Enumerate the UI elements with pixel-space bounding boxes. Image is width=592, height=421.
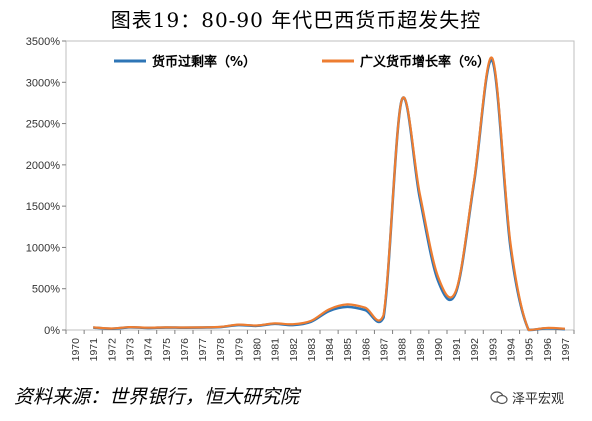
x-tick-label: 1991 — [451, 338, 463, 362]
x-tick-label: 1995 — [524, 338, 536, 362]
y-tick-label: 1500% — [26, 201, 60, 213]
x-tick-label: 1980 — [252, 338, 264, 362]
x-tick-label: 1975 — [161, 338, 173, 362]
y-tick-label: 500% — [32, 284, 60, 296]
y-tick-label: 3000% — [26, 77, 60, 89]
x-tick-label: 1992 — [469, 338, 481, 362]
x-tick-label: 1974 — [143, 338, 155, 362]
x-tick-label: 1978 — [215, 338, 227, 362]
y-tick-label: 2000% — [26, 160, 60, 172]
watermark-label: 泽平宏观 — [511, 392, 564, 407]
x-tick-label: 1987 — [379, 338, 391, 362]
series-line-1 — [93, 58, 565, 332]
x-tick-label: 1989 — [415, 338, 427, 362]
x-tick-label: 1983 — [306, 338, 318, 362]
x-tick-label: 1997 — [560, 338, 572, 362]
y-tick-label: 2500% — [26, 119, 60, 131]
x-tick-label: 1977 — [197, 338, 209, 362]
y-tick-label: 3500% — [26, 36, 60, 48]
x-tick-label: 1976 — [179, 338, 191, 362]
x-tick-label: 1996 — [542, 338, 554, 362]
watermark: 泽平宏观 — [490, 388, 564, 407]
chart-title: 图表19：80-90 年代巴西货币超发失控 — [110, 8, 482, 32]
x-tick-label: 1986 — [360, 338, 372, 362]
x-tick-label: 1981 — [270, 338, 282, 362]
x-tick-label: 1972 — [106, 338, 118, 362]
x-tick-label: 1973 — [125, 338, 137, 362]
x-tick-label: 1979 — [233, 338, 245, 362]
x-tick-label: 1984 — [324, 338, 336, 362]
legend-label-2: 广义货币增长率（%） — [360, 54, 490, 70]
x-tick-label: 1985 — [342, 338, 354, 362]
line-chart: 0% 500% 1000% 1500% 2000% 2500% 3000% 3500% 1970… — [26, 36, 575, 362]
x-tick-label: 1970 — [70, 338, 82, 362]
x-tick-label: 1988 — [397, 338, 409, 362]
wechat-icon — [490, 390, 508, 404]
y-tick-label: 1000% — [26, 242, 60, 254]
x-tick-label: 1990 — [433, 338, 445, 362]
y-tick-label: 0% — [44, 325, 60, 337]
legend-label-1: 货币过剩率（%） — [152, 54, 256, 70]
series-line-2 — [93, 56, 565, 332]
plot-area — [65, 40, 575, 331]
x-tick-label: 1982 — [288, 338, 300, 362]
source-note: 资料来源：世界银行，恒大研究院 — [14, 386, 300, 408]
x-tick-label: 1971 — [88, 338, 100, 362]
x-tick-label: 1993 — [487, 338, 499, 362]
x-tick-label: 1994 — [506, 338, 518, 362]
